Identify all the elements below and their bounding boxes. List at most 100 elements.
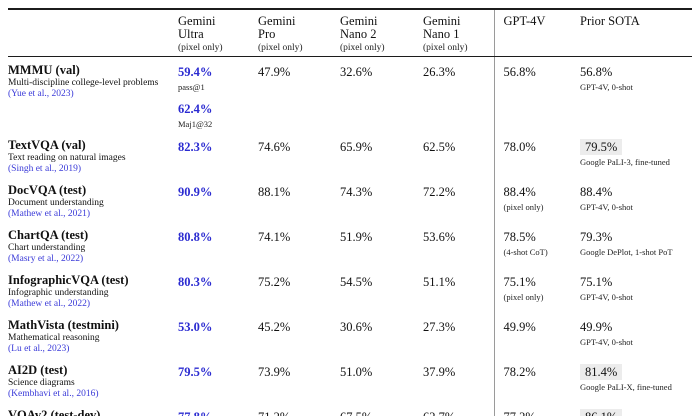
score-cell-gemini-ultra: 77.8% <box>178 402 258 416</box>
score-entry: 71.2% <box>258 408 338 416</box>
score-value: 27.3% <box>423 320 456 334</box>
citation-link[interactable]: (Kembhavi et al., 2016) <box>8 388 99 399</box>
score-value: 67.5% <box>340 410 372 416</box>
score-cell-gemini-pro: 88.1% <box>258 177 340 222</box>
citation-link[interactable]: (Singh et al., 2019) <box>8 163 82 174</box>
score-cell-gemini-nano-1: 72.2% <box>423 177 494 222</box>
table-row: MathVista (testmini) Mathematical reason… <box>8 312 692 357</box>
score-value: 88.4% <box>503 185 536 199</box>
score-entry: 88.4% GPT-4V, 0-shot <box>580 183 690 212</box>
benchmark-name: TextVQA (val) <box>8 138 86 152</box>
score-value: 51.0% <box>340 365 373 379</box>
score-value: 78.0% <box>503 140 536 154</box>
score-cell-gemini-ultra: 90.9% <box>178 177 258 222</box>
score-note: pass@1 <box>178 82 205 92</box>
score-cell-gemini-nano-2: 67.5% <box>340 402 423 416</box>
score-entry: 47.9% <box>258 63 338 81</box>
table-row: MMMU (val) Multi-discipline college-leve… <box>8 56 692 133</box>
score-entry: 75.1% GPT-4V, 0-shot <box>580 273 690 302</box>
citation-link[interactable]: (Mathew et al., 2021) <box>8 208 91 219</box>
score-cell-gpt-4v: 88.4% (pixel only) <box>493 177 580 222</box>
column-header-gemini-nano-1: Gemini Nano 1 (pixel only) <box>423 9 494 57</box>
score-entry: 81.4% Google PaLI-X, fine-tuned <box>580 363 690 392</box>
score-entry: 79.3% Google DePlot, 1-shot PoT <box>580 228 690 257</box>
benchmark-name: DocVQA (test) <box>8 183 87 197</box>
score-entry: 88.4% (pixel only) <box>504 183 579 212</box>
column-title-line2: Ultra <box>178 27 204 41</box>
score-value: 78.5% <box>503 230 536 244</box>
column-title-line1: Gemini <box>258 14 296 28</box>
benchmark-label-cell: MathVista (testmini) Mathematical reason… <box>8 312 178 357</box>
table-row: TextVQA (val) Text reading on natural im… <box>8 132 692 177</box>
benchmark-label-cell: InfographicVQA (test) Infographic unders… <box>8 267 178 312</box>
score-value: 74.6% <box>258 140 291 154</box>
score-entry: 51.9% <box>340 228 421 246</box>
score-entry: 49.9% GPT-4V, 0-shot <box>580 318 690 347</box>
score-entry: 67.5% <box>340 408 421 416</box>
score-cell-gemini-nano-1: 53.6% <box>423 222 494 267</box>
score-cell-prior-sota: 56.8% GPT-4V, 0-shot <box>580 57 692 133</box>
score-value: 49.9% <box>580 320 613 334</box>
score-cell-gemini-nano-1: 51.1% <box>423 267 494 312</box>
column-title-line1: GPT-4V <box>503 14 546 28</box>
score-entry: 78.0% <box>504 138 579 156</box>
score-value: 53.6% <box>423 230 456 244</box>
score-note: GPT-4V, 0-shot <box>580 292 633 302</box>
score-entry: 59.4% pass@1 <box>178 63 256 92</box>
benchmark-name: MathVista (testmini) <box>8 318 119 332</box>
citation-link[interactable]: (Lu et al., 2023) <box>8 343 70 354</box>
score-entry: 74.3% <box>340 183 421 201</box>
score-cell-gemini-nano-2: 30.6% <box>340 312 423 357</box>
column-title-line1: Gemini <box>178 14 216 28</box>
score-cell-prior-sota: 75.1% GPT-4V, 0-shot <box>580 267 692 312</box>
corner-cell <box>8 9 178 57</box>
score-value: 65.9% <box>340 140 373 154</box>
table-row: AI2D (test) Science diagrams (Kembhavi e… <box>8 357 692 402</box>
column-title-line1: Gemini <box>340 14 378 28</box>
citation-link[interactable]: (Masry et al., 2022) <box>8 253 84 264</box>
score-cell-prior-sota: 81.4% Google PaLI-X, fine-tuned <box>580 357 692 402</box>
score-cell-gpt-4v: 77.2% <box>493 402 580 416</box>
score-entry: 80.8% <box>178 228 256 246</box>
score-value: 82.3% <box>178 140 213 154</box>
benchmark-name: ChartQA (test) <box>8 228 89 242</box>
citation-link[interactable]: (Yue et al., 2023) <box>8 88 74 99</box>
column-header-gemini-ultra: Gemini Ultra (pixel only) <box>178 9 258 57</box>
score-value: 62.5% <box>423 140 456 154</box>
score-note: GPT-4V, 0-shot <box>580 337 633 347</box>
score-entry: 80.3% <box>178 273 256 291</box>
score-note: GPT-4V, 0-shot <box>580 202 633 212</box>
score-note: Google PaLI-X, fine-tuned <box>580 382 672 392</box>
table-row: DocVQA (test) Document understanding (Ma… <box>8 177 692 222</box>
score-note: Maj1@32 <box>178 119 213 129</box>
column-title-line2: Nano 1 <box>423 27 460 41</box>
score-cell-gemini-pro: 74.1% <box>258 222 340 267</box>
score-value: 32.6% <box>340 65 373 79</box>
score-entry: 53.6% <box>423 228 492 246</box>
score-cell-prior-sota: 49.9% GPT-4V, 0-shot <box>580 312 692 357</box>
score-cell-gemini-nano-2: 65.9% <box>340 132 423 177</box>
column-subtitle: (pixel only) <box>423 43 468 53</box>
benchmark-label-cell: ChartQA (test) Chart understanding (Masr… <box>8 222 178 267</box>
benchmark-description: Science diagrams <box>8 378 75 388</box>
score-note: Google DePlot, 1-shot PoT <box>580 247 673 257</box>
score-entry: 75.1% (pixel only) <box>504 273 579 302</box>
score-cell-gemini-ultra: 80.3% <box>178 267 258 312</box>
score-value: 45.2% <box>258 320 291 334</box>
benchmark-label-cell: TextVQA (val) Text reading on natural im… <box>8 132 178 177</box>
score-cell-gemini-ultra: 53.0% <box>178 312 258 357</box>
score-entry: 37.9% <box>423 363 492 381</box>
score-value: 72.2% <box>423 185 456 199</box>
score-entry: 51.1% <box>423 273 492 291</box>
score-note: (pixel only) <box>503 292 544 302</box>
table-row: VQAv2 (test-dev) Natural image understan… <box>8 402 692 416</box>
score-note: Google PaLI-3, fine-tuned <box>580 157 670 167</box>
score-entry: 90.9% <box>178 183 256 201</box>
citation-link[interactable]: (Mathew et al., 2022) <box>8 298 91 309</box>
benchmark-label-cell: MMMU (val) Multi-discipline college-leve… <box>8 57 178 133</box>
score-cell-gemini-nano-1: 62.7% <box>423 402 494 416</box>
score-value: 79.5% <box>580 139 623 155</box>
score-value: 81.4% <box>580 364 623 380</box>
benchmark-description: Infographic understanding <box>8 288 109 298</box>
